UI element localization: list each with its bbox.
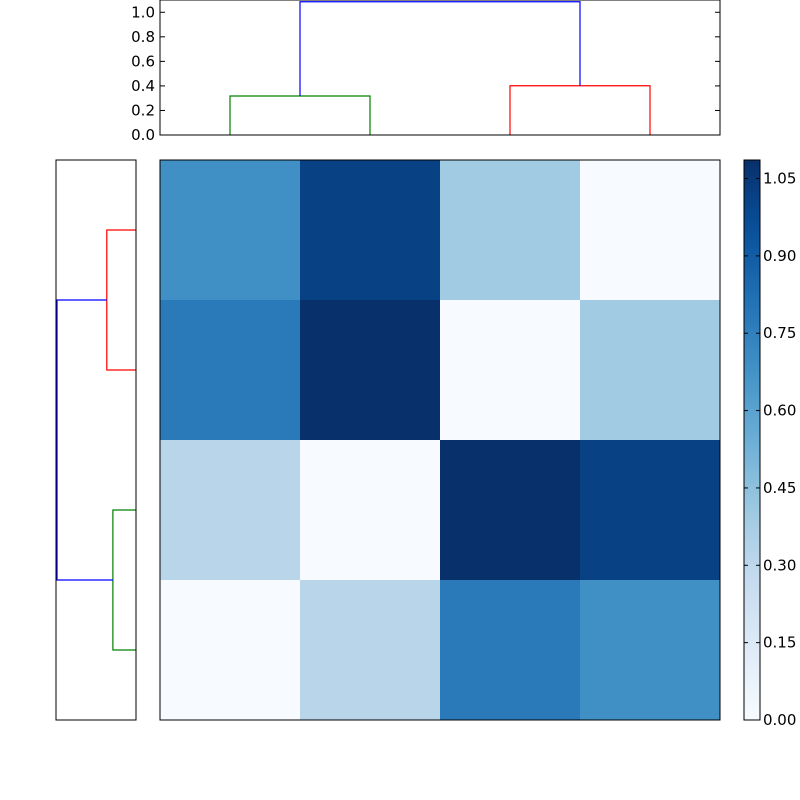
top-dendrogram-ytick-label: 0.6 — [131, 52, 155, 70]
heatmap-cell-r1-c0 — [160, 300, 300, 440]
top-dendrogram-ytick-label: 1.0 — [131, 3, 155, 21]
heatmap-cell-r3-c1 — [300, 580, 440, 720]
left-dendrogram-link-2 — [56, 299, 113, 581]
heatmap-cell-r2-c0 — [160, 440, 300, 580]
heatmap-cell-r0-c1 — [300, 160, 440, 300]
colorbar-tick-label: 0.75 — [763, 324, 796, 342]
top-dendrogram-frame — [159, 0, 721, 136]
heatmap-cell-r2-c3 — [580, 440, 720, 580]
left-dendrogram-link-0 — [106, 229, 136, 371]
heatmap-cell-r2-c2 — [440, 440, 580, 580]
heatmap-cell-r2-c1 — [300, 440, 440, 580]
colorbar-tick-label: 0.00 — [763, 711, 796, 729]
colorbar-tick-label: 1.05 — [763, 170, 796, 188]
heatmap-cell-r0-c0 — [160, 160, 300, 300]
heatmap-cell-r1-c1 — [300, 300, 440, 440]
heatmap-cell-r3-c2 — [440, 580, 580, 720]
heatmap-cell-r1-c3 — [580, 300, 720, 440]
heatmap-cell-r3-c0 — [160, 580, 300, 720]
colorbar-tick-label: 0.30 — [763, 556, 796, 574]
left-dendrogram — [55, 159, 137, 721]
colorbar-tick-label: 0.60 — [763, 402, 796, 420]
colorbar-frame — [743, 159, 761, 721]
top-dendrogram: 0.0 0.2 0.4 0.6 0.8 1.0 — [131, 0, 721, 144]
heatmap-cell-r1-c2 — [440, 300, 580, 440]
colorbar-tick-label: 0.90 — [763, 247, 796, 265]
heatmap — [159, 159, 721, 721]
top-dendrogram-ytick-label: 0.4 — [131, 77, 155, 95]
colorbar: 0.00 0.15 0.30 0.45 0.60 0.75 0.90 1.05 — [743, 159, 796, 729]
left-dendrogram-link-1 — [112, 509, 136, 651]
top-dendrogram-ytick-label: 0.8 — [131, 28, 155, 46]
heatmap-cell-r0-c3 — [580, 160, 720, 300]
colorbar-fill — [744, 160, 760, 720]
colorbar-tick-label: 0.15 — [763, 634, 796, 652]
heatmap-cell-r3-c3 — [580, 580, 720, 720]
colorbar-tick-label: 0.45 — [763, 479, 796, 497]
top-dendrogram-ytick-label: 0.2 — [131, 101, 155, 119]
top-dendrogram-ytick-label: 0.0 — [131, 126, 155, 144]
left-dendrogram-frame — [55, 159, 137, 721]
heatmap-cell-r0-c2 — [440, 160, 580, 300]
top-dendrogram-link-2 — [299, 1, 581, 97]
heatmap-frame — [159, 159, 721, 721]
